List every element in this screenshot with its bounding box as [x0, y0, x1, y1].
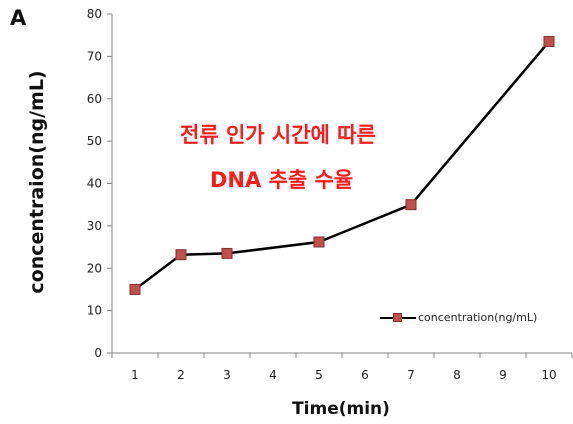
data-point [313, 236, 325, 248]
y-tick-label: 10 [87, 304, 102, 318]
x-tick-label: 10 [541, 368, 556, 382]
y-tick-label: 60 [87, 92, 102, 106]
y-tick-label: 80 [87, 7, 102, 21]
axes: 0 10 20 30 40 50 60 70 80 1 2 3 4 5 6 7 8 9 10 [87, 7, 573, 382]
y-tick-label: 40 [87, 177, 102, 191]
y-axis-title: concentraion(ng/mL) [26, 70, 48, 293]
data-point [405, 199, 417, 211]
x-tick-label: 8 [453, 368, 461, 382]
data-point [543, 36, 555, 48]
y-tick-label: 50 [87, 134, 102, 148]
x-axis-title: Time(min) [292, 399, 390, 419]
legend-swatch [380, 312, 416, 324]
data-point [221, 247, 233, 259]
panel-label: A [10, 6, 27, 30]
data-point [175, 249, 187, 261]
x-tick-label: 6 [361, 368, 369, 382]
x-tick-label: 2 [177, 368, 185, 382]
y-tick-label: 0 [94, 346, 102, 360]
legend: concentration(ng/mL) [380, 311, 537, 324]
y-tick-label: 20 [87, 261, 102, 275]
y-tick-label: 30 [87, 219, 102, 233]
x-tick-label: 4 [269, 368, 277, 382]
x-tick-label: 9 [499, 368, 507, 382]
x-tick-label: 5 [315, 368, 323, 382]
x-tick-label: 3 [223, 368, 231, 382]
annotation-line-2: DNA 추출 수율 [210, 168, 354, 192]
x-tick-label: 7 [407, 368, 415, 382]
legend-label: concentration(ng/mL) [418, 311, 538, 324]
series-line [134, 40, 550, 291]
series-layer [129, 36, 555, 295]
data-point [129, 283, 141, 295]
x-tick-label: 1 [131, 368, 139, 382]
annotation-line-1: 전류 인가 시간에 따른 [180, 123, 376, 147]
y-tick-label: 70 [87, 49, 102, 63]
